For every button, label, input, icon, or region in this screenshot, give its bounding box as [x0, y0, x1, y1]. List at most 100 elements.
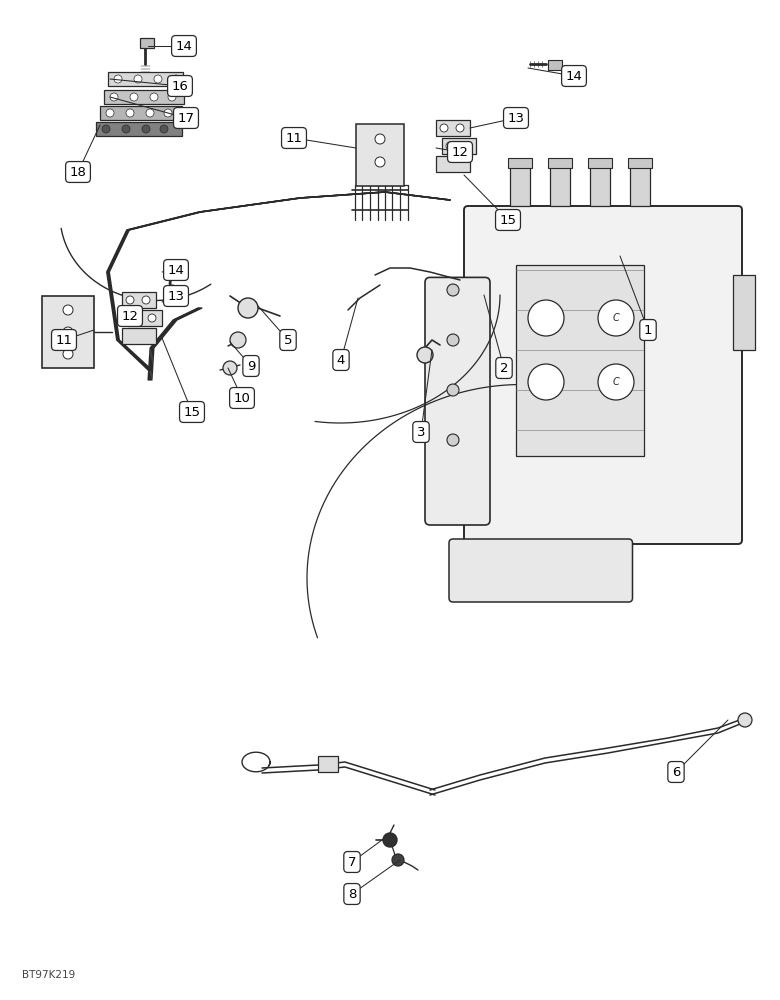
Text: 5: 5 [284, 334, 292, 347]
Bar [166, 262, 178, 270]
Circle shape [446, 142, 454, 150]
Circle shape [375, 157, 385, 167]
Circle shape [456, 160, 464, 168]
Bar [140, 38, 154, 48]
Circle shape [598, 364, 634, 400]
Bar [104, 90, 184, 104]
Text: 15: 15 [499, 214, 516, 227]
Circle shape [440, 124, 448, 132]
Circle shape [447, 384, 459, 396]
Bar [356, 124, 404, 186]
Bar [628, 158, 652, 168]
Circle shape [154, 75, 162, 83]
Circle shape [150, 93, 158, 101]
Text: 10: 10 [233, 391, 250, 404]
Bar [100, 106, 182, 120]
Circle shape [238, 298, 258, 318]
Circle shape [148, 314, 156, 322]
Circle shape [230, 332, 246, 348]
Circle shape [172, 75, 180, 83]
Circle shape [447, 334, 459, 346]
Circle shape [102, 125, 110, 133]
Bar [436, 156, 470, 172]
Text: 18: 18 [69, 165, 87, 178]
Circle shape [142, 332, 150, 340]
Circle shape [447, 284, 459, 296]
Bar [630, 166, 650, 206]
Text: 4: 4 [337, 354, 346, 366]
Bar [96, 122, 182, 136]
Bar [128, 310, 162, 326]
Text: 13: 13 [168, 290, 185, 302]
Text: 12: 12 [122, 310, 139, 322]
Circle shape [114, 75, 122, 83]
FancyBboxPatch shape [425, 277, 490, 525]
Circle shape [134, 75, 142, 83]
Bar [590, 166, 610, 206]
Circle shape [160, 125, 168, 133]
Text: 15: 15 [183, 406, 200, 418]
Text: 12: 12 [452, 145, 469, 158]
Circle shape [440, 160, 448, 168]
Circle shape [168, 93, 176, 101]
Bar [733, 275, 755, 350]
Circle shape [142, 296, 150, 304]
Text: 14: 14 [176, 39, 193, 52]
Circle shape [164, 109, 172, 117]
Circle shape [110, 93, 118, 101]
Text: 16: 16 [172, 80, 189, 93]
Text: 14: 14 [168, 263, 184, 276]
Circle shape [462, 142, 470, 150]
Bar [508, 158, 532, 168]
Bar [108, 72, 183, 86]
Text: 7: 7 [348, 856, 356, 868]
Bar [510, 166, 530, 206]
Circle shape [528, 300, 564, 336]
Bar [548, 60, 562, 70]
Circle shape [63, 327, 73, 337]
Text: 14: 14 [566, 70, 583, 83]
Bar [588, 158, 612, 168]
Circle shape [63, 349, 73, 359]
Circle shape [132, 314, 140, 322]
Circle shape [383, 833, 397, 847]
Circle shape [146, 109, 154, 117]
Text: 13: 13 [508, 111, 524, 124]
Bar [550, 166, 570, 206]
Circle shape [106, 109, 114, 117]
Text: 17: 17 [178, 111, 194, 124]
Bar [318, 756, 338, 772]
Bar [436, 120, 470, 136]
Bar [548, 158, 572, 168]
Circle shape [738, 713, 752, 727]
Circle shape [417, 347, 433, 363]
Bar [122, 292, 156, 308]
Text: 11: 11 [55, 334, 73, 347]
Circle shape [456, 124, 464, 132]
FancyBboxPatch shape [449, 539, 633, 602]
Circle shape [528, 364, 564, 400]
Text: C: C [612, 377, 619, 387]
Circle shape [598, 300, 634, 336]
Circle shape [447, 434, 459, 446]
Circle shape [63, 305, 73, 315]
Text: 11: 11 [285, 131, 303, 144]
Bar [122, 328, 156, 344]
Text: 2: 2 [500, 361, 509, 374]
Circle shape [223, 361, 237, 375]
Text: C: C [612, 313, 619, 323]
Text: 1: 1 [644, 324, 652, 336]
Text: BT97K219: BT97K219 [22, 970, 75, 980]
Circle shape [375, 134, 385, 144]
Circle shape [126, 332, 134, 340]
Circle shape [142, 125, 150, 133]
Text: 3: 3 [417, 426, 425, 438]
Text: 9: 9 [246, 360, 255, 372]
Text: 6: 6 [672, 766, 680, 778]
Circle shape [126, 109, 134, 117]
FancyBboxPatch shape [464, 206, 742, 544]
Circle shape [130, 93, 138, 101]
Bar [442, 138, 476, 154]
Bar [516, 265, 644, 456]
Text: 8: 8 [348, 888, 356, 900]
